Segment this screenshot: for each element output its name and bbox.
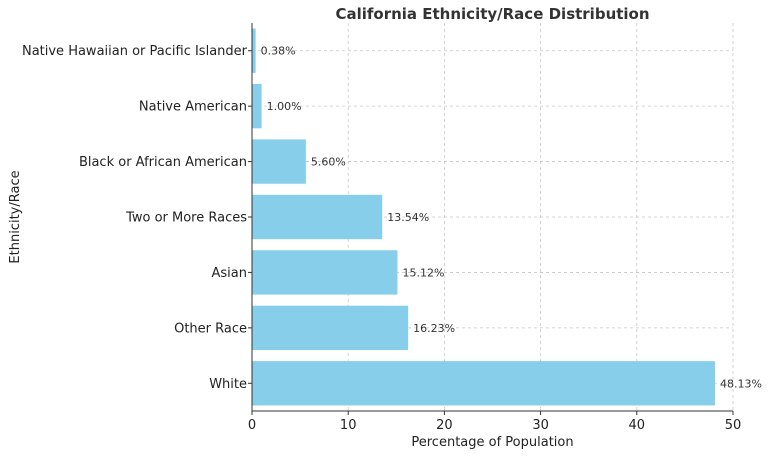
category-label: Native American [139, 100, 247, 115]
x-tick-label: 50 [725, 418, 742, 433]
bar [252, 28, 256, 73]
x-axis-title: Percentage of Population [411, 435, 573, 450]
data-label: 5.60% [311, 156, 346, 169]
bar [252, 361, 716, 406]
x-tick-label: 40 [629, 418, 646, 433]
bar [252, 83, 262, 129]
bars [252, 28, 716, 406]
y-axis-title: Ethnicity/Race [8, 170, 23, 263]
data-label: 13.54% [387, 211, 429, 224]
data-label: 0.38% [261, 45, 296, 58]
category-label: Black or African American [79, 155, 247, 170]
chart-title: California Ethnicity/Race Distribution [335, 5, 649, 23]
labels: 0 10 20 30 40 50 White Other Race Asian Two or Mo… [22, 44, 762, 433]
data-label: 1.00% [267, 100, 302, 113]
x-tick-label: 10 [340, 418, 357, 433]
category-label: White [209, 377, 247, 392]
data-label: 48.13% [720, 377, 762, 390]
bar [252, 139, 306, 184]
x-tick-label: 20 [436, 418, 453, 433]
bar [252, 250, 398, 295]
category-label: Asian [212, 266, 247, 281]
bar [252, 194, 383, 240]
bar [252, 305, 409, 351]
category-label: Other Race [174, 321, 247, 336]
data-label: 15.12% [402, 266, 444, 279]
x-tick-label: 30 [532, 418, 549, 433]
data-label: 16.23% [413, 322, 455, 335]
x-tick-label: 0 [248, 418, 256, 433]
category-label: Native Hawaiian or Pacific Islander [22, 44, 248, 59]
category-label: Two or More Races [125, 211, 247, 226]
